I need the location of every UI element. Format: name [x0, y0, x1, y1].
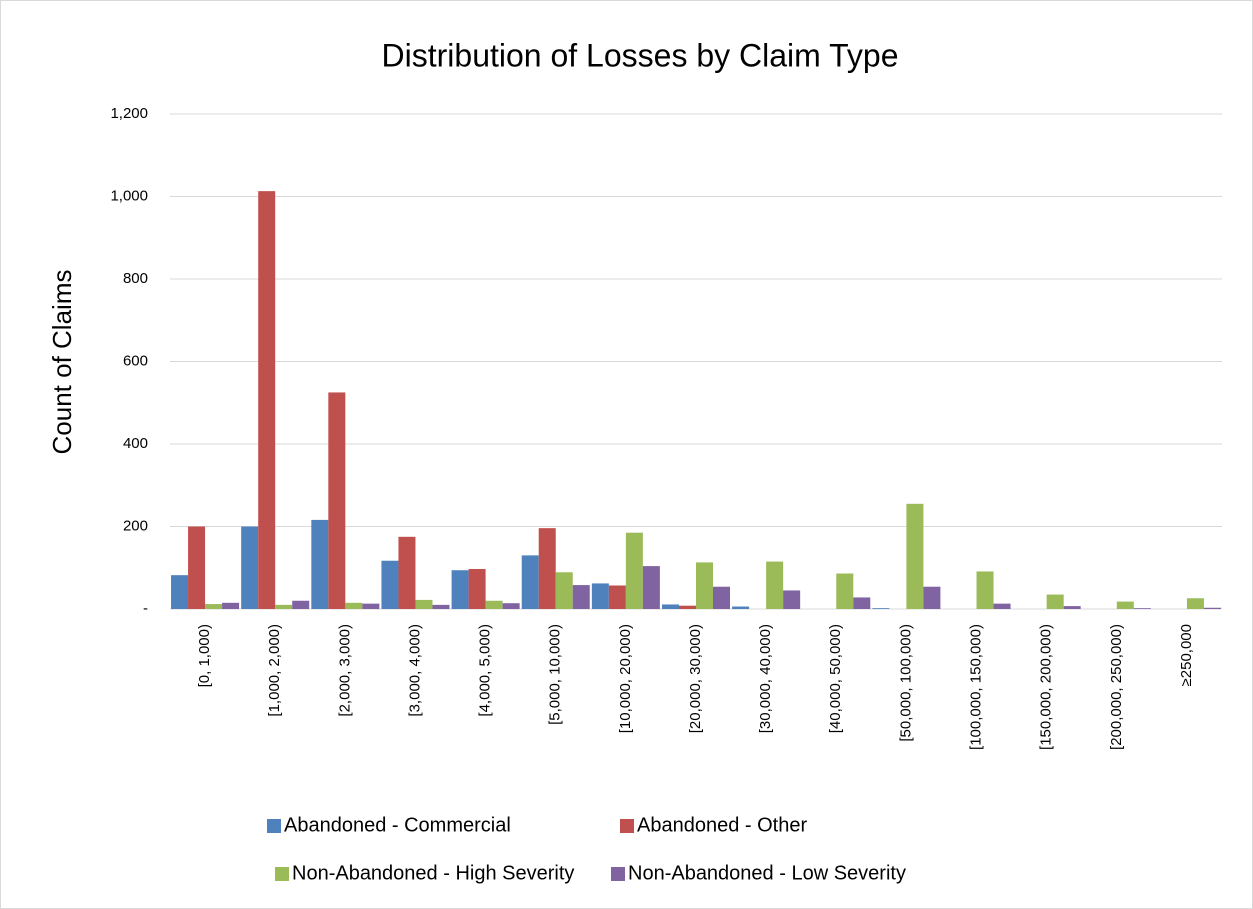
bar [205, 604, 223, 609]
bar [381, 560, 399, 609]
y-tick-label: 600 [123, 352, 148, 369]
y-tick-label: 400 [123, 435, 148, 452]
bar [923, 586, 941, 609]
bar [311, 519, 329, 609]
bar [432, 604, 450, 609]
legend-swatch [611, 867, 625, 881]
chart-title: Distribution of Losses by Claim Type [382, 37, 899, 73]
bar [171, 575, 189, 609]
y-tick-label: 800 [123, 270, 148, 287]
x-tick-label: [100,000, 150,000) [968, 624, 985, 750]
x-tick-label: [40,000, 50,000) [827, 624, 844, 733]
y-tick-label: 1,200 [110, 105, 148, 122]
y-tick-label: - [143, 600, 148, 617]
bar [625, 532, 643, 609]
bar [591, 583, 609, 609]
x-tick-label: [200,000, 250,000) [1108, 624, 1125, 750]
y-tick-label: 200 [123, 517, 148, 534]
bar [836, 573, 854, 609]
bar [1133, 608, 1151, 609]
x-tick-label: [50,000, 100,000) [897, 624, 914, 742]
bar [872, 608, 890, 609]
bar [328, 392, 346, 609]
x-tick-label: [30,000, 40,000) [757, 624, 774, 733]
legend-swatch [620, 819, 634, 833]
x-tick-label: ≥250,000 [1178, 624, 1195, 686]
bar [188, 526, 206, 609]
bar [732, 606, 750, 609]
legend-swatch [275, 867, 289, 881]
bar [976, 571, 994, 609]
bar [502, 603, 520, 609]
x-tick-label: [5,000, 10,000) [547, 624, 564, 725]
bar [241, 526, 259, 609]
bar [521, 555, 539, 609]
bar [398, 536, 416, 609]
bar [661, 604, 679, 609]
x-tick-label: [20,000, 30,000) [687, 624, 704, 733]
bar [608, 585, 626, 609]
bar [362, 603, 380, 609]
x-tick-label: [10,000, 20,000) [617, 624, 634, 733]
legend-swatch [267, 819, 281, 833]
legend-label: Non-Abandoned - High Severity [292, 862, 574, 884]
x-tick-label: [0, 1,000) [196, 624, 213, 687]
x-tick-label: [3,000, 4,000) [406, 624, 423, 717]
bar [275, 604, 293, 609]
bar [1063, 606, 1081, 609]
bar [1186, 598, 1204, 609]
bar [555, 572, 573, 609]
x-tick-label: [150,000, 200,000) [1038, 624, 1055, 750]
bar [853, 597, 871, 609]
bar [1046, 594, 1064, 609]
bar [292, 600, 310, 609]
y-tick-label: 1,000 [110, 187, 148, 204]
bar [345, 602, 363, 609]
bar [485, 600, 503, 609]
x-tick-label: [1,000, 2,000) [266, 624, 283, 717]
bar [766, 561, 784, 609]
bar [906, 503, 924, 609]
bar [642, 566, 660, 609]
bar [696, 562, 714, 609]
x-tick-label: [4,000, 5,000) [477, 624, 494, 717]
bar [993, 603, 1011, 609]
bar [451, 570, 469, 609]
bar [572, 585, 590, 609]
bar [713, 586, 731, 609]
y-axis-label: Count of Claims [47, 270, 77, 455]
bar [1116, 601, 1134, 609]
legend-label: Abandoned - Commercial [284, 814, 511, 836]
bar [678, 605, 696, 609]
x-tick-label: [2,000, 3,000) [336, 624, 353, 717]
bar [258, 191, 276, 609]
bar [468, 568, 486, 609]
bar [415, 599, 433, 609]
legend-label: Abandoned - Other [637, 814, 807, 836]
legend-label: Non-Abandoned - Low Severity [628, 862, 906, 884]
bar [538, 528, 556, 609]
bar [222, 602, 240, 609]
bar [783, 590, 801, 609]
bar [1203, 607, 1221, 609]
